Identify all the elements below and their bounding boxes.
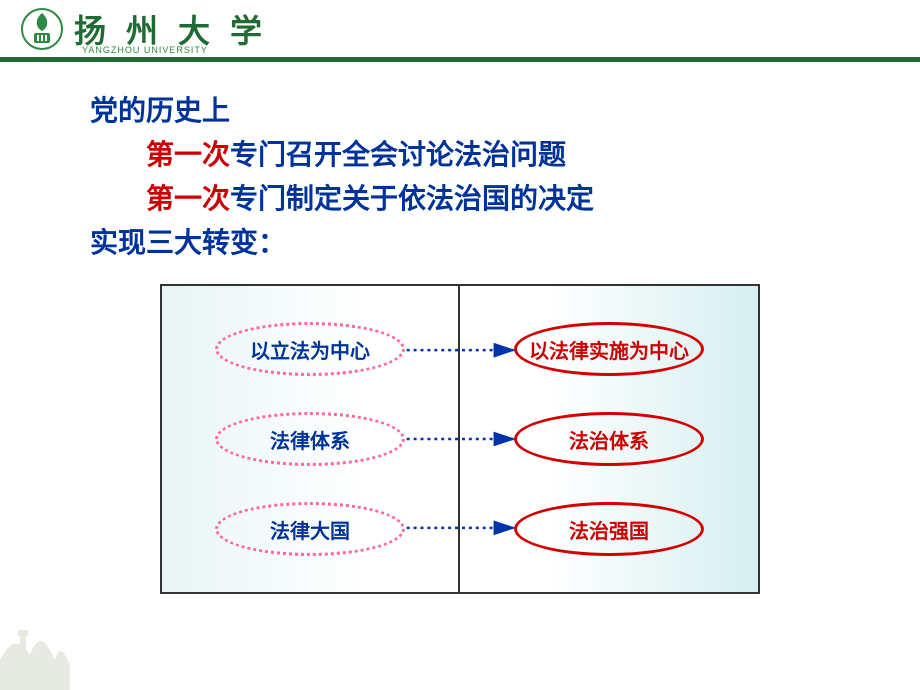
rest-1: 专门召开全会讨论法治问题	[230, 140, 566, 171]
panel-right: 以法律实施为中心 法治体系 法治强国	[460, 286, 758, 592]
university-logo-icon	[20, 7, 64, 51]
right-node-2: 法治体系	[514, 412, 704, 466]
right-node-1: 以法律实施为中心	[514, 322, 704, 376]
rest-2: 专门制定关于依法治国的决定	[230, 184, 594, 215]
intro-line-1: 党的历史上	[90, 90, 830, 134]
intro-line-3: 第一次专门制定关于依法治国的决定	[90, 178, 830, 222]
emph-2: 第一次	[146, 184, 230, 215]
intro-line-2: 第一次专门召开全会讨论法治问题	[90, 134, 830, 178]
left-node-1: 以立法为中心	[215, 322, 405, 376]
content: 党的历史上 第一次专门召开全会讨论法治问题 第一次专门制定关于依法治国的决定 实…	[0, 62, 920, 594]
emph-1: 第一次	[146, 140, 230, 171]
intro-line-4: 实现三大转变：	[90, 222, 830, 266]
transition-diagram: 以立法为中心 法律体系 法律大国 以法律实施为中心 法治体系 法治强国	[160, 284, 760, 594]
left-node-3: 法律大国	[215, 502, 405, 556]
panel-left: 以立法为中心 法律体系 法律大国	[162, 286, 460, 592]
left-node-2: 法律体系	[215, 412, 405, 466]
university-name-en: YANGZHOU UNIVERSITY	[82, 45, 208, 55]
footer-decoration-icon	[0, 620, 120, 690]
right-node-3: 法治强国	[514, 502, 704, 556]
header: 扬 州 大 学 YANGZHOU UNIVERSITY	[0, 0, 920, 62]
diagram-wrap: 以立法为中心 法律体系 法律大国 以法律实施为中心 法治体系 法治强国	[90, 284, 830, 594]
